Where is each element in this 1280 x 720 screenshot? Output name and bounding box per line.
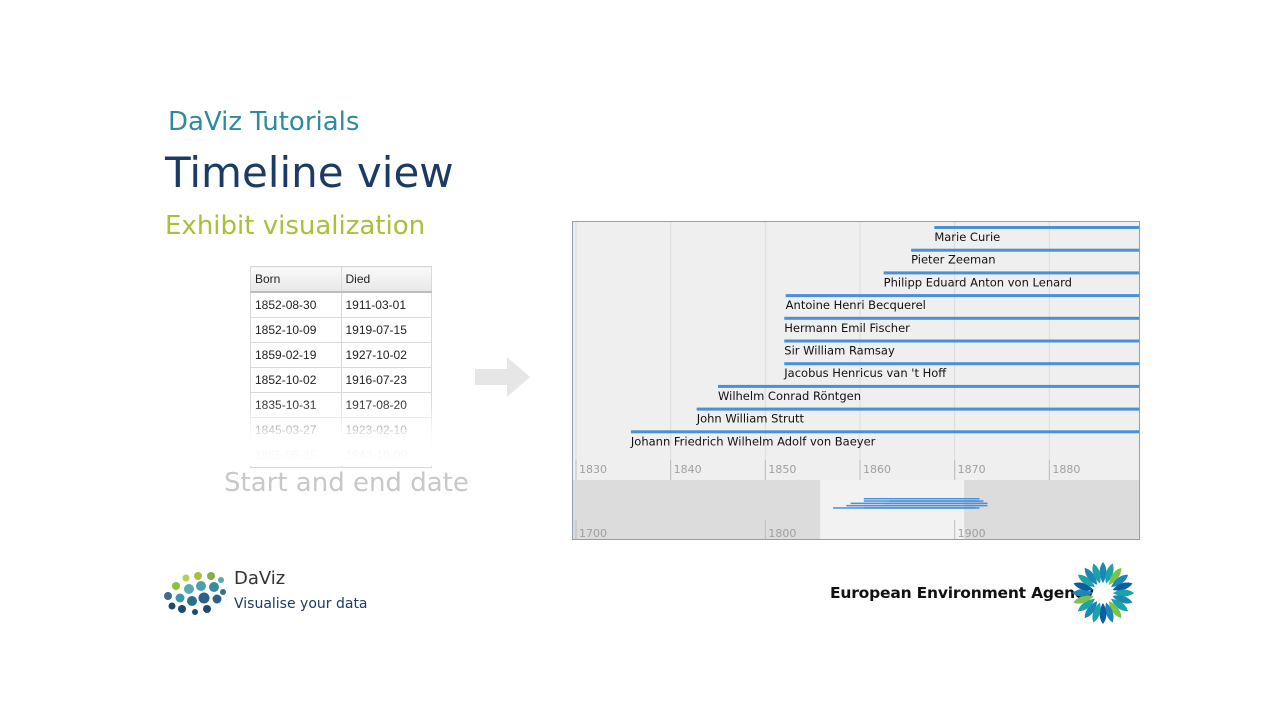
event-label: Philipp Eduard Anton von Lenard: [884, 275, 1072, 289]
tick-label: 1700: [579, 527, 607, 540]
overview-window: [820, 480, 965, 539]
daviz-brand-name: DaViz: [234, 568, 286, 589]
table-cell: 1927-10-02: [340, 342, 432, 368]
event-bar: [784, 316, 1139, 320]
tick-label: 1860: [863, 463, 891, 476]
eea-logo-ray: [1108, 567, 1122, 585]
overview-event-bar: [850, 502, 988, 505]
event-bar: [934, 226, 1139, 229]
tick-label: 1800: [768, 527, 796, 540]
eea-logo-ray: [1112, 595, 1133, 604]
table-cell: 1911-03-01: [340, 291, 432, 318]
eea-logo-ray: [1108, 601, 1122, 619]
eea-logo-ray: [1105, 563, 1114, 584]
section-heading: Exhibit visualization: [165, 211, 426, 241]
event-label: Antoine Henri Becquerel: [786, 298, 926, 312]
eea-logo-ray: [1111, 598, 1129, 612]
table-caption: Start and end date: [224, 468, 469, 498]
eea-logo-ray: [1112, 582, 1133, 591]
eea-logo-ray: [1099, 562, 1107, 583]
column-header-died[interactable]: Died: [340, 266, 432, 293]
overview-event-bar: [863, 500, 984, 502]
tick-label: 1840: [674, 463, 702, 476]
table-row: 1852-10-02 1916-07-23: [250, 367, 432, 393]
eea-logo-ray: [1077, 574, 1095, 588]
event-bar: [630, 430, 1139, 434]
overview-event-bar: [863, 498, 980, 500]
event-label: Sir William Ramsay: [784, 344, 895, 358]
event-bar: [883, 271, 1139, 275]
event-label: Pieter Zeeman: [911, 253, 996, 267]
table-row: 1852-10-09 1919-07-15: [250, 317, 432, 343]
table-cell: 1852-10-09: [250, 317, 342, 343]
tick-label: 1830: [579, 463, 607, 476]
tick-label: 1870: [958, 463, 986, 476]
overview-event-bar: [833, 507, 980, 509]
timeline-canvas[interactable]: 1830 1840 1850 1860 1870 1880 1700 1800 1900 Mari…: [573, 222, 1140, 540]
overview-event-bar: [846, 504, 976, 507]
column-header-born[interactable]: Born: [250, 266, 342, 293]
event-label: Jacobus Henricus van 't Hoff: [783, 366, 947, 380]
eea-logo-ray: [1113, 589, 1134, 597]
page-title: Timeline view: [165, 148, 454, 197]
right-arrow-icon: [475, 357, 530, 397]
table-row: 1859-02-19 1927-10-02: [250, 342, 432, 368]
event-label: Marie Curie: [934, 230, 1000, 244]
event-label: Johann Friedrich Wilhelm Adolf von Baeye…: [630, 434, 876, 448]
daviz-tagline: Visualise your data: [234, 596, 368, 612]
eea-logo-ray: [1084, 601, 1098, 619]
table-fade-overlay: [246, 400, 438, 466]
event-bar: [718, 384, 1139, 388]
tick-label: 1850: [768, 463, 796, 476]
event-bar: [784, 362, 1139, 366]
tick-label: 1900: [958, 527, 986, 540]
timeline-widget[interactable]: 1830 1840 1850 1860 1870 1880 1700 1800 1900 Mari…: [572, 221, 1140, 540]
eea-logo-icon: [1072, 562, 1134, 624]
daviz-logo-icon: [164, 572, 226, 615]
event-bar: [696, 407, 1139, 411]
event-bar: [784, 339, 1139, 343]
event-bar: [911, 248, 1139, 252]
eea-logo-ray: [1092, 602, 1101, 623]
eea-logo-ray: [1105, 602, 1114, 623]
table-header-row: Born Died: [250, 266, 432, 293]
table-cell: 1919-07-15: [340, 317, 432, 343]
event-label: John William Strutt: [696, 412, 805, 426]
event-label: Hermann Emil Fischer: [784, 321, 910, 335]
eea-logo-ray: [1073, 595, 1094, 604]
eea-logo-ray: [1084, 567, 1098, 585]
eea-logo-ray: [1077, 598, 1095, 612]
event-bar: [785, 294, 1139, 298]
table-cell: 1916-07-23: [340, 367, 432, 393]
eea-logo-ray: [1111, 574, 1129, 588]
event-label: Wilhelm Conrad Röntgen: [718, 389, 861, 403]
table-cell: 1859-02-19: [250, 342, 342, 368]
eea-logo-ray: [1073, 582, 1094, 591]
eea-logo-ray: [1099, 603, 1107, 624]
tick-label: 1880: [1052, 463, 1080, 476]
tutorial-subtitle: DaViz Tutorials: [168, 107, 360, 137]
table-row: 1852-08-30 1911-03-01: [250, 291, 432, 318]
table-cell: 1852-08-30: [250, 291, 342, 318]
table-cell: 1852-10-02: [250, 367, 342, 393]
eea-name: European Environment Agency: [830, 584, 1094, 602]
eea-logo-ray: [1092, 563, 1101, 584]
eea-logo-ray: [1072, 589, 1093, 597]
